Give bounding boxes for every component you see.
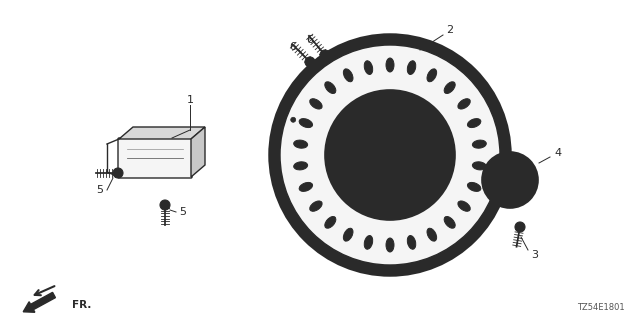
- Ellipse shape: [467, 119, 481, 128]
- Circle shape: [380, 145, 400, 165]
- Circle shape: [270, 35, 510, 275]
- Ellipse shape: [324, 217, 336, 228]
- Ellipse shape: [364, 61, 372, 75]
- Ellipse shape: [294, 162, 308, 170]
- Circle shape: [490, 186, 497, 194]
- Circle shape: [113, 168, 123, 178]
- Ellipse shape: [427, 228, 436, 241]
- Circle shape: [506, 195, 514, 203]
- Circle shape: [522, 186, 531, 194]
- Ellipse shape: [310, 99, 322, 109]
- Ellipse shape: [458, 201, 470, 211]
- Circle shape: [506, 157, 514, 165]
- Circle shape: [385, 150, 395, 160]
- Text: TZ54E1801: TZ54E1801: [577, 303, 625, 312]
- Ellipse shape: [472, 140, 486, 148]
- Circle shape: [482, 152, 538, 208]
- Circle shape: [325, 90, 455, 220]
- Text: 5: 5: [179, 207, 186, 217]
- Ellipse shape: [344, 228, 353, 241]
- Text: 3: 3: [531, 250, 538, 260]
- Text: 5: 5: [97, 185, 104, 195]
- Circle shape: [305, 57, 315, 67]
- Ellipse shape: [294, 140, 308, 148]
- Circle shape: [522, 166, 531, 174]
- Circle shape: [406, 137, 417, 148]
- Ellipse shape: [310, 201, 322, 211]
- Ellipse shape: [344, 69, 353, 82]
- Circle shape: [385, 124, 396, 135]
- Ellipse shape: [324, 82, 336, 93]
- Circle shape: [502, 172, 518, 188]
- Circle shape: [320, 50, 330, 60]
- FancyBboxPatch shape: [118, 138, 192, 178]
- Text: 6: 6: [307, 35, 314, 45]
- Circle shape: [370, 135, 410, 175]
- Circle shape: [515, 222, 525, 232]
- FancyArrow shape: [23, 292, 56, 312]
- Ellipse shape: [458, 99, 470, 109]
- Text: FR.: FR.: [72, 300, 92, 310]
- Ellipse shape: [444, 217, 455, 228]
- Ellipse shape: [472, 162, 486, 170]
- Circle shape: [291, 117, 296, 122]
- Ellipse shape: [386, 58, 394, 72]
- Circle shape: [506, 176, 514, 184]
- Circle shape: [490, 166, 497, 174]
- Polygon shape: [119, 127, 205, 139]
- Circle shape: [406, 162, 417, 173]
- Circle shape: [484, 188, 490, 193]
- Ellipse shape: [386, 238, 394, 252]
- Ellipse shape: [299, 182, 312, 191]
- Ellipse shape: [444, 82, 455, 93]
- Circle shape: [363, 162, 374, 173]
- Circle shape: [359, 124, 421, 186]
- Polygon shape: [191, 127, 205, 177]
- Ellipse shape: [407, 236, 416, 249]
- Circle shape: [160, 200, 170, 210]
- Text: 4: 4: [554, 148, 561, 158]
- Text: 6: 6: [289, 42, 296, 52]
- Ellipse shape: [364, 236, 372, 249]
- Ellipse shape: [427, 69, 436, 82]
- Circle shape: [385, 174, 396, 186]
- Ellipse shape: [299, 119, 312, 128]
- Ellipse shape: [407, 61, 416, 75]
- Circle shape: [363, 137, 374, 148]
- Text: 2: 2: [447, 25, 454, 35]
- Ellipse shape: [467, 182, 481, 191]
- Circle shape: [280, 45, 500, 265]
- Text: 1: 1: [186, 95, 193, 105]
